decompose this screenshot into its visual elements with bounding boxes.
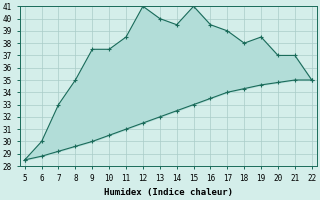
X-axis label: Humidex (Indice chaleur): Humidex (Indice chaleur) — [104, 188, 233, 197]
